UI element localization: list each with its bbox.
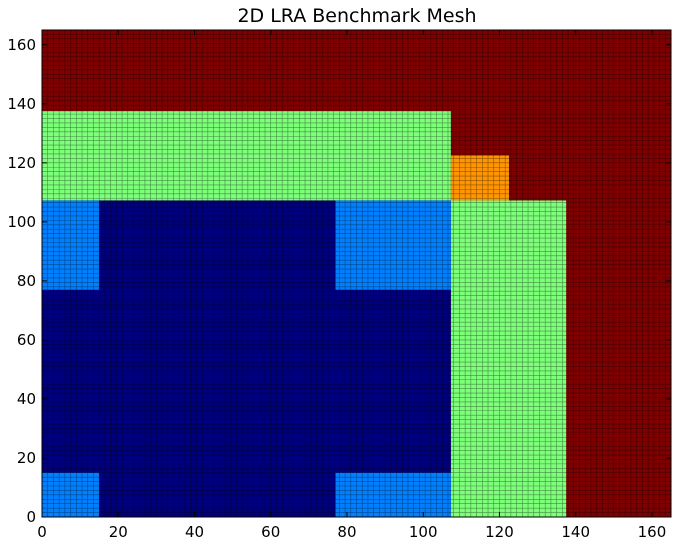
y-tick-label: 40 (17, 390, 36, 408)
y-tick-label: 160 (7, 36, 36, 54)
y-tick-label: 80 (17, 272, 36, 290)
region-green-3 (450, 200, 567, 517)
x-tick-label: 80 (337, 523, 356, 541)
plot-regions (42, 30, 671, 517)
mesh-lines (42, 30, 671, 517)
x-tick-label: 20 (109, 523, 128, 541)
region-green-1 (42, 111, 451, 201)
y-tick-label: 20 (17, 449, 36, 467)
y-tick-label: 140 (7, 95, 36, 113)
region-light-blue-7 (335, 472, 451, 517)
y-tick-label: 100 (7, 213, 36, 231)
plot-frame (41, 29, 672, 518)
x-tick-label: 60 (261, 523, 280, 541)
x-tick-label: 140 (561, 523, 590, 541)
x-tick-label: 0 (37, 523, 47, 541)
region-orange-2 (450, 155, 509, 201)
x-tick-label: 40 (185, 523, 204, 541)
x-tick-label: 160 (638, 523, 667, 541)
y-tick-label: 60 (17, 331, 36, 349)
region-light-blue-5 (42, 472, 100, 517)
axes: 0 20 40 60 80 100 120 140 160 0 20 40 60 80 100 120 140 1… (7, 29, 672, 541)
x-tick-label: 100 (409, 523, 438, 541)
region-light-blue-8 (335, 200, 451, 290)
chart-title: 2D LRA Benchmark Mesh (237, 5, 476, 27)
x-tick-label: 120 (485, 523, 514, 541)
y-tick-label: 120 (7, 154, 36, 172)
region-light-blue-6 (42, 200, 100, 290)
y-tick-label: 0 (26, 508, 36, 526)
mesh-grid (42, 30, 671, 517)
